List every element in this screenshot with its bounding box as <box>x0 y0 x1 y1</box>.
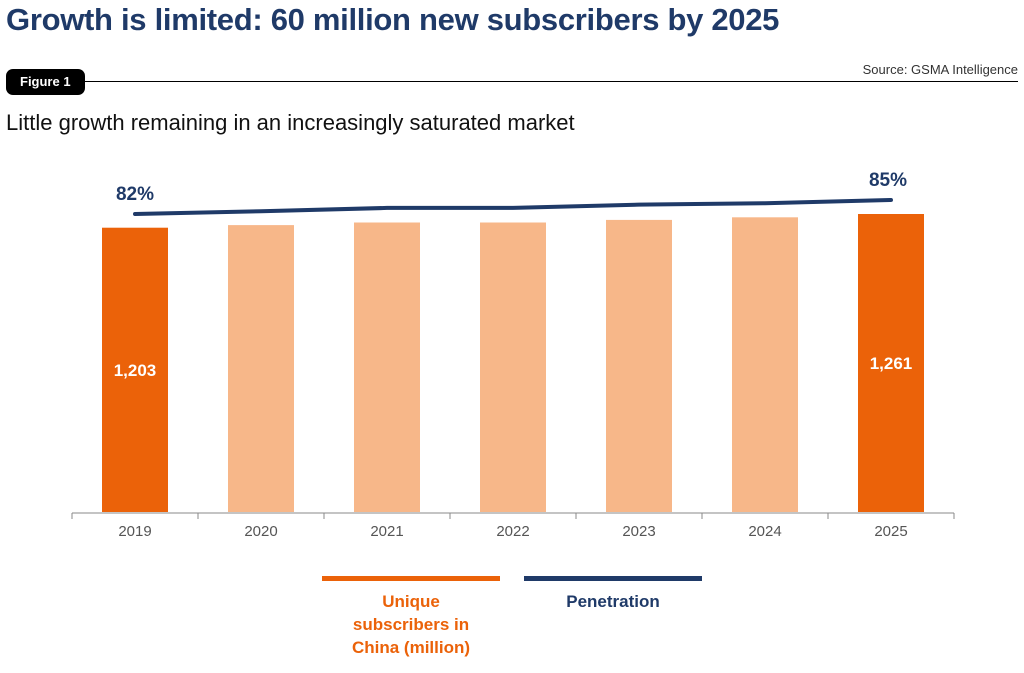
bar-2023 <box>606 219 672 512</box>
legend-label-penetration: Penetration <box>566 592 660 611</box>
x-tick-label-2025: 2025 <box>874 523 907 540</box>
penetration-label-2019: 82% <box>116 184 154 205</box>
bar-2020 <box>228 225 294 512</box>
legend-item-subscribers: Unique subscribers in China (million) <box>322 576 500 659</box>
x-tick-label-2021: 2021 <box>370 523 403 540</box>
legend-swatch-penetration <box>524 576 702 581</box>
figure-badge: Figure 1 <box>6 69 85 95</box>
legend-swatch-subscribers <box>322 576 500 581</box>
x-tick-label-2020: 2020 <box>244 523 277 540</box>
bar-2019 <box>102 227 168 512</box>
page-title: Growth is limited: 60 million new subscr… <box>6 2 780 37</box>
bar-2022 <box>480 222 546 512</box>
x-tick-label-2024: 2024 <box>748 523 781 540</box>
penetration-line <box>133 198 893 216</box>
bar-2021 <box>354 222 420 512</box>
header-divider <box>6 81 1018 82</box>
penetration-label-2025: 85% <box>869 170 907 191</box>
chart-area: 1,203 1,261 2019 2020 2021 2022 2023 2024 2025 82… <box>71 170 955 540</box>
bar-2024 <box>732 217 798 513</box>
x-tick-label-2019: 2019 <box>118 523 151 540</box>
bar-label-2025: 1,261 <box>870 354 913 373</box>
bar-2025 <box>858 214 924 512</box>
x-tick-label-2023: 2023 <box>622 523 655 540</box>
legend-item-penetration: Penetration <box>524 576 702 613</box>
source-note: Source: GSMA Intelligence <box>862 62 1018 77</box>
chart-subtitle: Little growth remaining in an increasing… <box>6 110 575 135</box>
legend-label-subscribers: Unique subscribers in China (million) <box>351 592 471 657</box>
x-tick-label-2022: 2022 <box>496 523 529 540</box>
bar-label-2019: 1,203 <box>114 361 157 380</box>
